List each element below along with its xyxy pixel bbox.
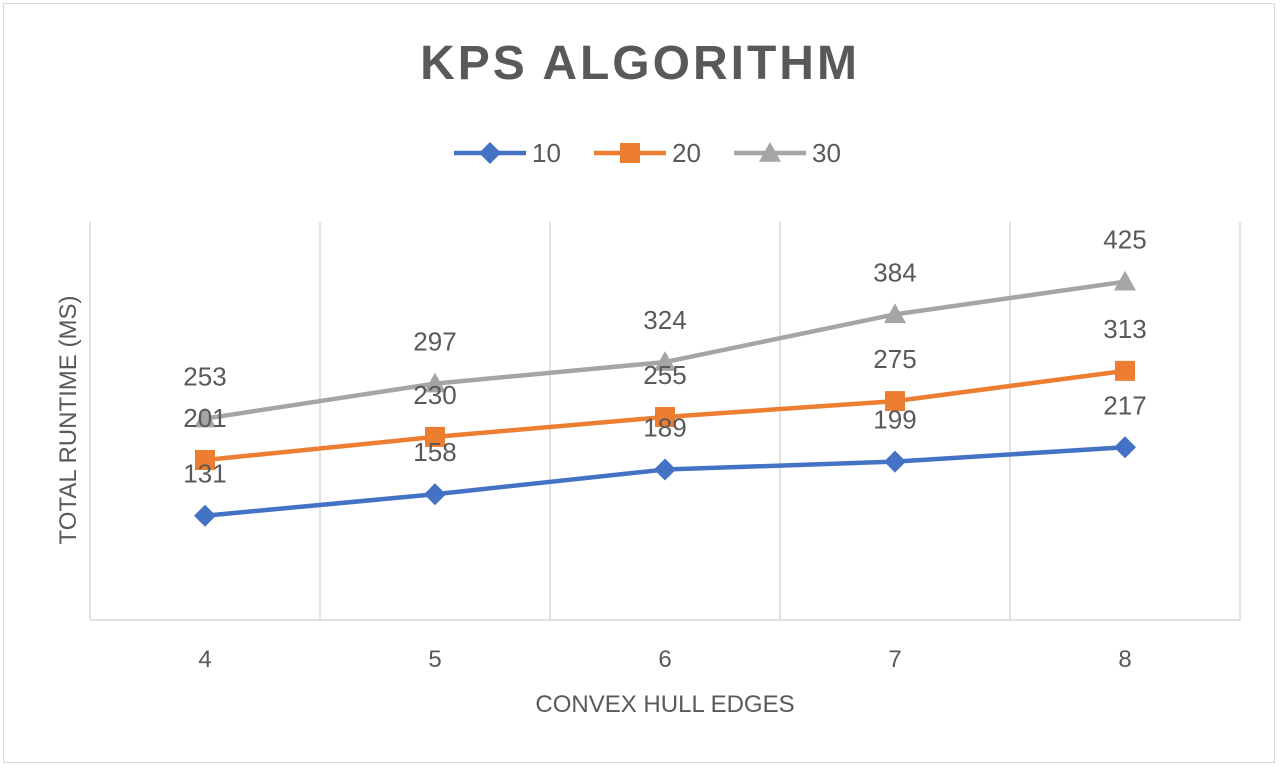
series-line: [204, 279, 1126, 421]
legend: 10 20 30: [454, 138, 841, 168]
legend-item-20: 20: [594, 138, 701, 168]
data-point-square: [620, 143, 640, 163]
data-label: 253: [183, 362, 226, 392]
data-label: 201: [183, 403, 226, 433]
legend-label: 10: [532, 138, 561, 168]
data-label: 313: [1103, 314, 1146, 344]
data-label: 297: [413, 327, 456, 357]
data-point-triangle: [194, 407, 216, 428]
x-axis-title: CONVEX HULL EDGES: [535, 691, 794, 718]
x-tick-label: 4: [198, 646, 211, 673]
data-label: 324: [643, 305, 686, 335]
legend-label: 30: [812, 138, 841, 168]
data-label: 275: [873, 344, 916, 374]
x-tick-label: 6: [658, 646, 671, 673]
data-label: 425: [1103, 225, 1146, 255]
data-label: 217: [1103, 390, 1146, 420]
data-label: 230: [413, 380, 456, 410]
data-point-square: [1115, 360, 1135, 381]
data-label: 158: [413, 437, 456, 467]
data-point-diamond: [194, 504, 216, 527]
grid-lines: [89, 222, 1241, 620]
chart-title: KPS ALGORITHM: [420, 37, 860, 90]
data-point-square: [425, 426, 445, 447]
data-label: 199: [873, 405, 916, 435]
series-30: [194, 270, 1136, 428]
x-axis: 4 5 6 7 8: [90, 619, 1240, 673]
legend-label: 20: [672, 138, 701, 168]
data-point-square: [885, 391, 905, 412]
series-10: [194, 436, 1136, 527]
data-point-diamond: [479, 142, 501, 164]
data-point-triangle: [759, 142, 781, 162]
data-label: 131: [183, 459, 226, 489]
chart-area: [3, 3, 1275, 763]
data-label: 189: [643, 413, 686, 443]
data-label: 384: [873, 257, 916, 287]
data-point-triangle: [1114, 270, 1136, 291]
x-tick-label: 8: [1118, 646, 1131, 673]
data-point-diamond: [654, 458, 676, 481]
data-point-diamond: [1114, 436, 1136, 459]
series-line: [204, 445, 1126, 518]
data-labels: 131 158 189 199 217 201 230 255 275 313 253 297 324 3…: [183, 225, 1146, 489]
data-point-triangle: [884, 303, 906, 324]
x-tick-label: 7: [888, 646, 901, 673]
data-point-diamond: [424, 483, 446, 506]
data-point-triangle: [654, 351, 676, 371]
x-tick-label: 5: [428, 646, 441, 673]
data-point-square: [655, 407, 675, 428]
data-label: 255: [643, 360, 686, 390]
data-point-diamond: [884, 450, 906, 473]
legend-item-30: 30: [734, 138, 841, 168]
series-lines: [194, 270, 1136, 527]
data-point-square: [195, 450, 215, 471]
y-axis-title: TOTAL RUNTIME (MS): [55, 296, 82, 545]
data-point-triangle: [424, 372, 446, 393]
legend-item-10: 10: [454, 138, 561, 168]
series-20: [195, 360, 1135, 471]
